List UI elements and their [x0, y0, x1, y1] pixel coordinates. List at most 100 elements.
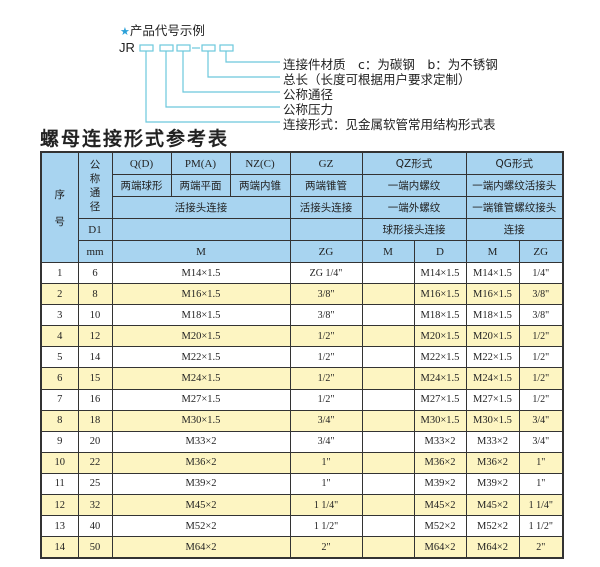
code-diagram [139, 44, 280, 123]
example-label-text: 产品代号示例 [129, 23, 205, 38]
cell-dn: 18 [77, 409, 113, 432]
cell-qz-m [361, 388, 415, 411]
table-row: 4 12 M20×1.5 1/2" M20×1.5 M20×1.5 1/2" [40, 325, 564, 348]
cell-gz: 3/8" [289, 304, 363, 327]
cell-qz-d: M45×2 [413, 494, 467, 517]
cell-qg-zg: 1 1/2" [518, 515, 564, 538]
cell-qz-d: M24×1.5 [413, 367, 467, 390]
cell-qg-m: M22×1.5 [465, 346, 520, 369]
header-qg-m: M [465, 240, 520, 263]
table-row: 8 18 M30×1.5 3/4" M30×1.5 M30×1.5 3/4" [40, 409, 564, 432]
header-m: M [111, 240, 291, 263]
cell-m: M45×2 [111, 494, 291, 517]
cell-dn: 8 [77, 283, 113, 306]
cell-m: M30×1.5 [111, 409, 291, 432]
cell-gz: 1/2" [289, 325, 363, 348]
cell-qz-d: M22×1.5 [413, 346, 467, 369]
legend-length: 总长（长度可根据用户要求定制） [283, 72, 471, 87]
cell-qg-m: M14×1.5 [465, 261, 520, 285]
cell-qz-d: M36×2 [413, 451, 467, 474]
cell-m: M18×1.5 [111, 304, 291, 327]
header-conn: 活接头连接 [111, 196, 291, 219]
cell-qz-d: M30×1.5 [413, 409, 467, 432]
header-dn: 公称通径 [77, 151, 113, 219]
cell-gz: 3/4" [289, 409, 363, 432]
cell-qz-m [361, 325, 415, 348]
header-d1: D1 [77, 218, 113, 241]
header-qz4: 球形接头连接 [361, 218, 467, 241]
cell-dn: 12 [77, 325, 113, 348]
cell-seq: 10 [40, 451, 79, 474]
leader-line [207, 51, 280, 78]
header-qz3: 一端外螺纹 [361, 196, 467, 219]
cell-seq: 11 [40, 472, 79, 496]
header-gz2: 两端锥管 [289, 174, 363, 197]
header-seq: 序 号 [40, 151, 79, 263]
cell-qz-m [361, 494, 415, 517]
cell-qg-zg: 2" [518, 536, 564, 559]
cell-qz-d: M33×2 [413, 430, 467, 453]
cell-dn: 25 [77, 472, 113, 496]
cell-gz: 1/2" [289, 367, 363, 390]
example-label: ★产品代号示例 [120, 20, 205, 39]
header-dn-text: 公称通径 [89, 158, 101, 213]
header-nz2: 两端内锥 [229, 174, 291, 197]
cell-qz-m [361, 515, 415, 538]
header-empty [289, 218, 363, 241]
leader-line [182, 51, 280, 93]
header-nz: NZ(C) [229, 151, 291, 175]
cell-qz-d: M20×1.5 [413, 325, 467, 348]
cell-qz-m [361, 283, 415, 306]
cell-qg-zg: 3/8" [518, 283, 564, 306]
cell-dn: 10 [77, 304, 113, 327]
cell-dn: 20 [77, 430, 113, 453]
cell-qg-zg: 1/4" [518, 261, 564, 285]
header-qg4: 连接 [465, 218, 564, 241]
product-code-prefix: JR [119, 40, 135, 55]
header-qz2: 一端内螺纹 [361, 174, 467, 197]
cell-gz: 2" [289, 536, 363, 559]
cell-m: M27×1.5 [111, 388, 291, 411]
header-qz-m: M [361, 240, 415, 263]
cell-qg-zg: 1" [518, 472, 564, 496]
header-gz: GZ [289, 151, 363, 175]
cell-gz: 1" [289, 472, 363, 496]
table-row: 6 15 M24×1.5 1/2" M24×1.5 M24×1.5 1/2" [40, 367, 564, 390]
cell-m: M22×1.5 [111, 346, 291, 369]
star-icon: ★ [120, 25, 130, 38]
cell-qg-m: M18×1.5 [465, 304, 520, 327]
cell-qg-m: M27×1.5 [465, 388, 520, 411]
cell-qg-m: M64×2 [465, 536, 520, 559]
cell-gz: ZG 1/4" [289, 261, 363, 285]
cell-qz-d: M14×1.5 [413, 261, 467, 285]
cell-m: M33×2 [111, 430, 291, 453]
cell-qz-m [361, 409, 415, 432]
cell-seq: 12 [40, 494, 79, 517]
cell-qg-m: M16×1.5 [465, 283, 520, 306]
cell-qz-d: M27×1.5 [413, 388, 467, 411]
cell-seq: 14 [40, 536, 79, 559]
cell-seq: 1 [40, 261, 79, 285]
cell-qg-m: M45×2 [465, 494, 520, 517]
code-box [201, 44, 216, 52]
cell-seq: 2 [40, 283, 79, 306]
cell-qg-zg: 3/4" [518, 409, 564, 432]
cell-m: M36×2 [111, 451, 291, 474]
cell-qz-d: M39×2 [413, 472, 467, 496]
cell-qz-m [361, 261, 415, 285]
cell-seq: 8 [40, 409, 79, 432]
cell-seq: 13 [40, 515, 79, 538]
legend-material: 连接件材质 c：为碳钢 b：为不锈钢 [283, 57, 498, 72]
cell-dn: 16 [77, 388, 113, 411]
cell-m: M16×1.5 [111, 283, 291, 306]
cell-dn: 15 [77, 367, 113, 390]
cell-m: M52×2 [111, 515, 291, 538]
header-qg: QG形式 [465, 151, 564, 175]
cell-m: M39×2 [111, 472, 291, 496]
table-row: 13 40 M52×2 1 1/2" M52×2 M52×2 1 1/2" [40, 515, 564, 538]
code-box [159, 44, 174, 52]
cell-dn: 50 [77, 536, 113, 559]
table-row: 2 8 M16×1.5 3/8" M16×1.5 M16×1.5 3/8" [40, 283, 564, 306]
header-empty [111, 218, 291, 241]
cell-seq: 4 [40, 325, 79, 348]
